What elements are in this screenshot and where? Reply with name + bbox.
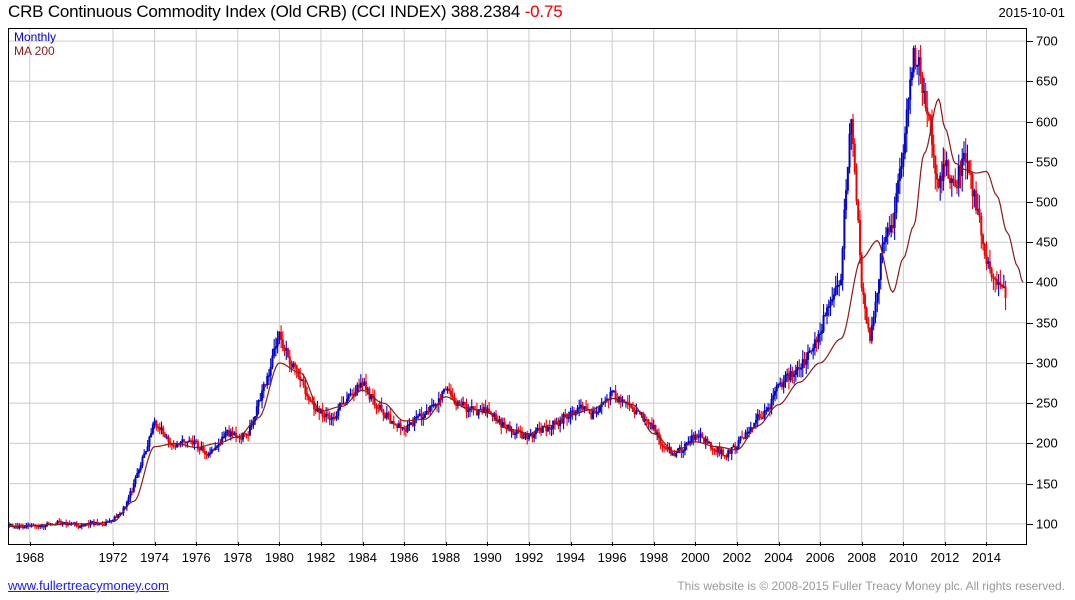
x-tick-mark bbox=[944, 542, 946, 546]
y-tick-label: 550 bbox=[1036, 154, 1058, 170]
footer-copyright: This website is © 2008-2015 Fuller Treac… bbox=[677, 579, 1065, 593]
x-tick-label: 2010 bbox=[888, 550, 918, 565]
x-tick-label: 1990 bbox=[472, 550, 502, 565]
x-tick-mark bbox=[29, 542, 31, 546]
x-tick-mark bbox=[196, 542, 198, 546]
y-tick-label: 150 bbox=[1036, 476, 1058, 492]
page-title: CRB Continuous Commodity Index (Old CRB)… bbox=[8, 2, 563, 22]
x-tick-mark bbox=[362, 542, 364, 546]
y-tick-label: 650 bbox=[1036, 73, 1058, 89]
title-text: CRB Continuous Commodity Index (Old CRB)… bbox=[8, 2, 521, 21]
x-tick-mark bbox=[445, 542, 447, 546]
x-tick-mark bbox=[237, 542, 239, 546]
y-tick-mark bbox=[1027, 161, 1033, 163]
x-tick-mark bbox=[528, 542, 530, 546]
x-tick-mark bbox=[279, 542, 281, 546]
y-tick-mark bbox=[1027, 121, 1033, 123]
x-tick-label: 1984 bbox=[348, 550, 378, 565]
y-tick-label: 700 bbox=[1036, 33, 1058, 49]
x-tick-label: 2000 bbox=[680, 550, 710, 565]
y-tick-mark bbox=[1027, 202, 1033, 203]
y-tick-mark bbox=[1027, 443, 1033, 445]
x-tick-label: 1968 bbox=[15, 550, 45, 565]
x-tick-mark bbox=[861, 542, 863, 546]
x-tick-mark bbox=[570, 542, 572, 546]
x-tick-mark bbox=[154, 542, 156, 546]
x-tick-label: 2002 bbox=[722, 550, 752, 565]
chart-header: CRB Continuous Commodity Index (Old CRB)… bbox=[0, 0, 1075, 28]
x-tick-mark bbox=[695, 542, 697, 546]
x-tick-label: 1996 bbox=[597, 550, 627, 565]
x-axis: 1968 1972 1974 1976 1978 1980 1982 1984 1986 1988… bbox=[8, 542, 1027, 568]
x-tick-mark bbox=[820, 542, 822, 546]
change-value: -0.75 bbox=[524, 2, 563, 21]
y-tick-mark bbox=[1027, 403, 1033, 405]
x-tick-mark bbox=[986, 542, 988, 546]
x-tick-mark bbox=[903, 542, 905, 546]
x-tick-mark bbox=[653, 542, 655, 546]
x-tick-label: 1976 bbox=[181, 550, 211, 565]
x-tick-label: 1982 bbox=[306, 550, 336, 565]
y-tick-label: 450 bbox=[1036, 234, 1058, 250]
footer-url-link[interactable]: www.fullertreacymoney.com bbox=[8, 578, 169, 593]
y-tick-label: 400 bbox=[1036, 274, 1058, 290]
x-tick-label: 2004 bbox=[764, 550, 793, 565]
y-tick-mark bbox=[1027, 483, 1033, 485]
y-tick-mark bbox=[1027, 282, 1033, 284]
y-tick-mark bbox=[1027, 81, 1033, 83]
y-tick-mark bbox=[1027, 322, 1033, 324]
y-tick-label: 500 bbox=[1036, 194, 1058, 210]
y-tick-label: 350 bbox=[1036, 315, 1058, 331]
x-tick-label: 1992 bbox=[514, 550, 544, 565]
x-tick-mark bbox=[320, 542, 322, 546]
y-axis: 100 150 200 250 300 350 400 450 500 550 600 650 700 bbox=[1027, 28, 1075, 546]
x-tick-mark bbox=[112, 542, 114, 546]
x-tick-label: 1998 bbox=[639, 550, 669, 565]
y-tick-mark bbox=[1027, 242, 1033, 244]
x-tick-label: 1986 bbox=[389, 550, 419, 565]
x-tick-label: 2008 bbox=[847, 550, 877, 565]
plot-area[interactable]: Monthly MA 200 bbox=[8, 28, 1027, 545]
grid-lines bbox=[9, 29, 1026, 544]
x-tick-label: 1974 bbox=[140, 550, 170, 565]
x-tick-label: 1988 bbox=[431, 550, 461, 565]
price-series bbox=[9, 44, 1024, 531]
y-tick-label: 100 bbox=[1036, 516, 1058, 532]
y-tick-mark bbox=[1027, 41, 1033, 43]
x-tick-label: 1994 bbox=[556, 550, 585, 565]
chart-date: 2015-10-01 bbox=[998, 5, 1066, 20]
x-tick-label: 1972 bbox=[98, 550, 128, 565]
x-tick-label: 2012 bbox=[930, 550, 960, 565]
x-tick-mark bbox=[736, 542, 738, 546]
y-tick-label: 600 bbox=[1036, 114, 1058, 130]
x-tick-label: 1978 bbox=[223, 550, 253, 565]
y-tick-label: 200 bbox=[1036, 435, 1058, 451]
y-tick-label: 250 bbox=[1036, 395, 1058, 411]
y-tick-mark bbox=[1027, 362, 1033, 364]
chart-footer: www.fullertreacymoney.com This website i… bbox=[0, 576, 1075, 600]
y-tick-label: 300 bbox=[1036, 355, 1058, 371]
x-tick-mark bbox=[487, 542, 489, 546]
x-tick-mark bbox=[612, 542, 614, 546]
x-tick-label: 2014 bbox=[972, 550, 1001, 565]
x-tick-label: 1980 bbox=[264, 550, 294, 565]
y-tick-mark bbox=[1027, 523, 1033, 525]
x-tick-label: 2006 bbox=[805, 550, 835, 565]
x-tick-mark bbox=[778, 542, 780, 546]
x-tick-mark bbox=[404, 542, 406, 546]
